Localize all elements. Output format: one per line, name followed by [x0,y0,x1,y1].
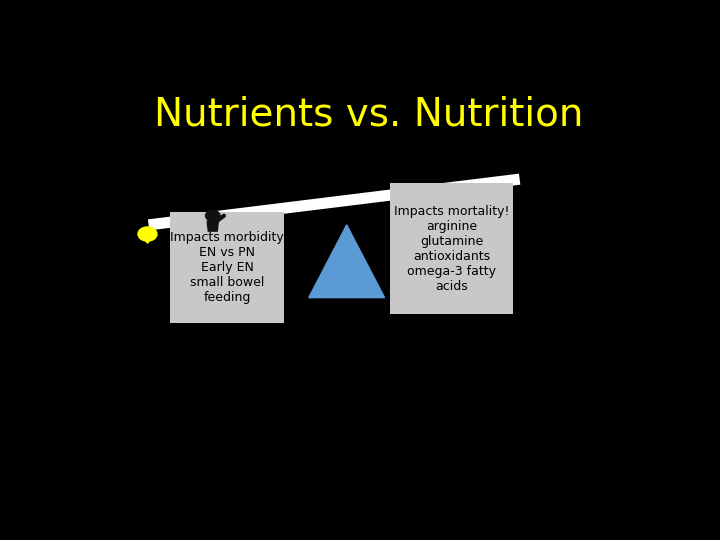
Polygon shape [207,221,218,231]
Circle shape [205,211,220,221]
Polygon shape [309,225,384,298]
FancyBboxPatch shape [170,212,284,322]
Circle shape [138,227,157,241]
Text: Impacts morbidity
EN vs PN
Early EN
small bowel
feeding: Impacts morbidity EN vs PN Early EN smal… [170,231,284,304]
Polygon shape [142,235,153,243]
FancyBboxPatch shape [390,183,513,314]
Text: Impacts mortality!
arginine
glutamine
antioxidants
omega-3 fatty
acids: Impacts mortality! arginine glutamine an… [394,205,509,293]
Text: Nutrients vs. Nutrition: Nutrients vs. Nutrition [154,96,584,134]
